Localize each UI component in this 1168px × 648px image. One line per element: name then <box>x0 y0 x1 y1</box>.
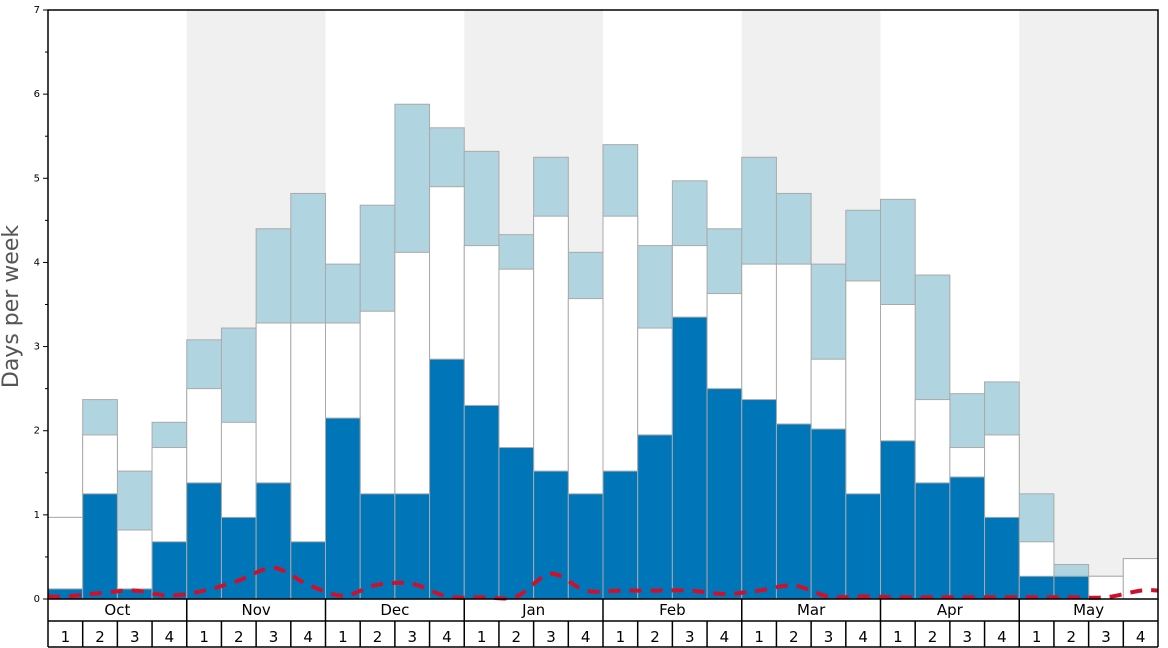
bar-lower-23 <box>845 493 881 600</box>
week-label: 4 <box>442 628 452 646</box>
week-label: 4 <box>997 628 1007 646</box>
week-label: 2 <box>373 628 383 646</box>
bar-lower-13 <box>498 447 535 600</box>
week-label: 1 <box>477 628 487 646</box>
week-label: 2 <box>789 628 799 646</box>
bar-lower-18 <box>671 316 708 600</box>
month-label-apr: Apr <box>937 601 964 619</box>
y-axis-label: Days per week <box>0 225 24 388</box>
bars-group <box>47 103 1159 600</box>
y-tick-label: 4 <box>34 257 40 268</box>
week-label: 4 <box>720 628 730 646</box>
bar-lower-20 <box>741 399 777 600</box>
bar-lower-12 <box>463 404 500 600</box>
bar-lower-5 <box>220 516 257 600</box>
week-label: 1 <box>1032 628 1042 646</box>
bar-upper-0 <box>47 516 84 600</box>
month-label-nov: Nov <box>241 601 270 619</box>
week-label: 1 <box>754 628 764 646</box>
month-label-jan: Jan <box>521 601 545 619</box>
bar-lower-1 <box>82 493 118 600</box>
bar-lower-27 <box>984 516 1020 600</box>
bar-lower-24 <box>880 440 916 600</box>
bar-upper-31 <box>1122 558 1159 600</box>
bar-lower-8 <box>325 417 361 600</box>
week-label: 3 <box>962 628 972 646</box>
week-label: 1 <box>338 628 348 646</box>
bar-lower-6 <box>255 482 292 600</box>
week-label: 4 <box>858 628 868 646</box>
month-label-mar: Mar <box>797 601 826 619</box>
month-label-oct: Oct <box>104 601 130 619</box>
y-tick-label: 0 <box>34 594 40 605</box>
week-label: 2 <box>650 628 660 646</box>
y-tick-label: 2 <box>34 426 40 437</box>
week-label: 2 <box>234 628 244 646</box>
y-axis: 0 1 2 3 4 5 6 7 <box>34 5 48 605</box>
week-label: 2 <box>512 628 522 646</box>
y-tick-label: 1 <box>34 510 40 521</box>
x-axis: Oct Nov Dec Jan Feb Mar Apr May 1 2 3 4 1 2 3 4 1 2 3 4 1 2 3 4… <box>47 599 1159 648</box>
week-label: 2 <box>1067 628 1077 646</box>
bar-lower-3 <box>151 541 188 600</box>
week-label: 1 <box>199 628 209 646</box>
bar-lower-15 <box>567 493 604 600</box>
bar-lower-17 <box>637 434 673 600</box>
month-label-feb: Feb <box>659 601 686 619</box>
bar-lower-11 <box>429 358 465 600</box>
bar-lower-21 <box>775 423 812 600</box>
y-tick-label: 6 <box>34 89 40 100</box>
week-label: 3 <box>407 628 417 646</box>
week-label: 4 <box>581 628 591 646</box>
bar-lower-19 <box>706 388 743 600</box>
week-label: 4 <box>1136 628 1146 646</box>
week-label: 2 <box>928 628 938 646</box>
week-label: 2 <box>95 628 105 646</box>
bar-lower-25 <box>914 482 951 600</box>
bar-lower-22 <box>810 428 847 600</box>
week-label: 3 <box>130 628 140 646</box>
week-label: 4 <box>303 628 313 646</box>
week-label: 3 <box>824 628 834 646</box>
bar-lower-26 <box>949 476 986 600</box>
week-label: 1 <box>893 628 903 646</box>
y-tick-label: 5 <box>34 173 40 184</box>
median-line <box>47 565 1159 601</box>
week-label: 3 <box>1101 628 1111 646</box>
week-label: 3 <box>546 628 556 646</box>
week-label: 1 <box>616 628 626 646</box>
bar-lower-4 <box>186 482 222 600</box>
week-label: 3 <box>685 628 695 646</box>
bar-lower-16 <box>602 470 639 600</box>
y-tick-label: 3 <box>34 342 40 353</box>
y-tick-label: 7 <box>34 5 40 16</box>
month-label-dec: Dec <box>380 601 409 619</box>
month-label-may: May <box>1073 601 1104 619</box>
week-label: 3 <box>269 628 279 646</box>
week-label: 1 <box>61 628 71 646</box>
week-label: 4 <box>165 628 175 646</box>
